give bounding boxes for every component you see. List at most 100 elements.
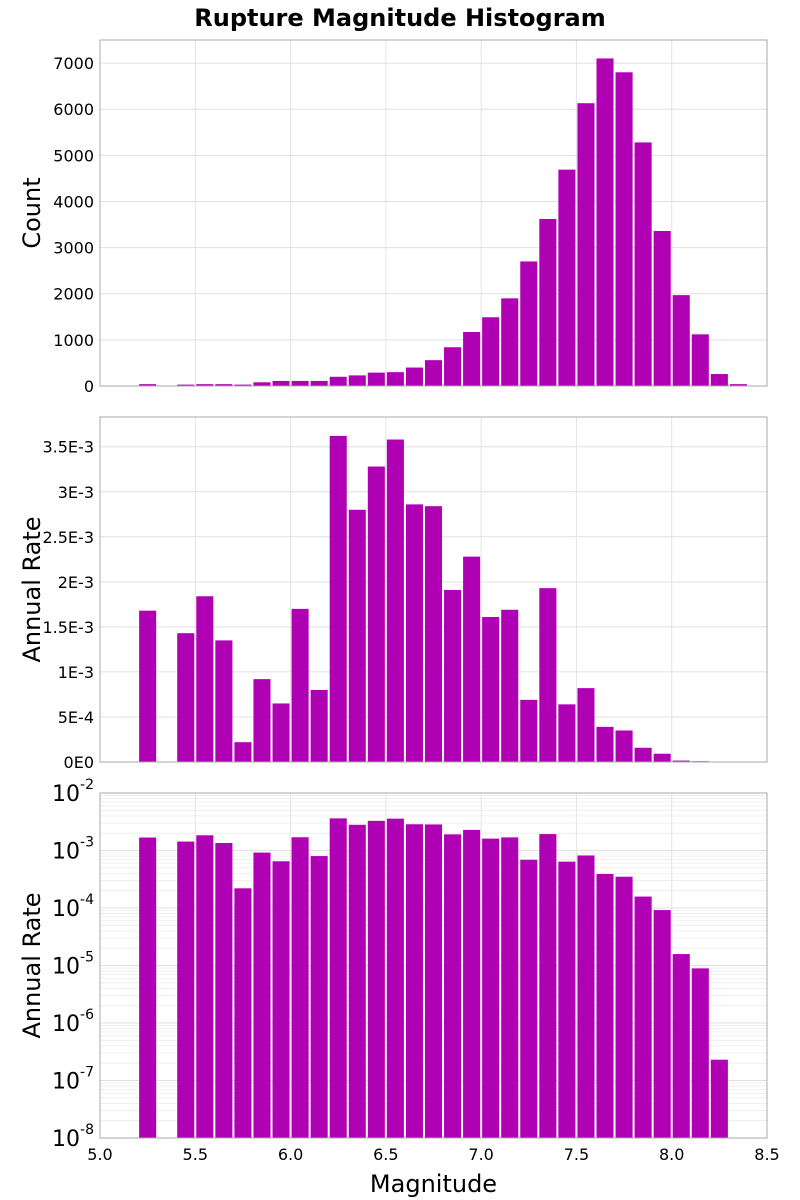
bar-rate-linear-5.55 [196, 596, 214, 762]
bar-count-6.75 [424, 360, 443, 386]
y-tick-label: 2E-3 [58, 573, 94, 592]
bar-count-8.05 [672, 295, 690, 386]
y-tick-label: 10-4 [52, 892, 94, 922]
bar-count-5.85 [253, 382, 271, 386]
bar-count-6.35 [348, 375, 366, 386]
y-tick-label: 7000 [53, 54, 94, 73]
bar-rate-log-7.35 [539, 834, 557, 1138]
y-tick-label: 0E0 [64, 753, 94, 772]
y-axis-label-count: Count [18, 177, 46, 248]
bar-rate-log-7.45 [558, 861, 576, 1138]
bar-rate-log-5.75 [234, 888, 252, 1138]
x-tick-label: 6.0 [278, 1145, 303, 1164]
x-tick-label: 6.5 [373, 1145, 398, 1164]
x-tick-label: 7.5 [564, 1145, 589, 1164]
bar-count-7.25 [520, 261, 538, 386]
bar-rate-linear-8.05 [672, 760, 690, 762]
bar-rate-linear-6.65 [405, 504, 423, 762]
bar-count-5.65 [215, 384, 233, 386]
bar-rate-linear-7.75 [615, 730, 633, 762]
bar-rate-log-5.25 [139, 837, 157, 1138]
bar-rate-linear-5.25 [139, 610, 157, 762]
y-tick-label: 10-3 [52, 835, 94, 865]
bar-rate-log-6.75 [424, 824, 443, 1138]
bar-rate-log-7.95 [653, 910, 671, 1138]
bar-rate-linear-7.55 [577, 688, 595, 762]
bar-count-6.25 [329, 376, 347, 386]
y-tick-label: 10-7 [52, 1065, 94, 1095]
bar-rate-log-6.35 [348, 824, 366, 1138]
bar-rate-log-5.45 [177, 841, 195, 1138]
bar-rate-log-6.55 [386, 818, 404, 1138]
bar-count-5.75 [234, 384, 252, 386]
bar-count-8.15 [691, 334, 709, 386]
bar-count-6.65 [405, 367, 423, 386]
bar-rate-linear-6.25 [329, 435, 347, 762]
x-tick-label: 5.0 [87, 1145, 112, 1164]
y-axis-label-rate-linear: Annual Rate [18, 516, 46, 662]
bar-rate-linear-6.45 [367, 466, 385, 762]
bar-count-8.35 [729, 384, 747, 386]
bar-rate-linear-5.45 [177, 633, 195, 762]
bar-count-6.85 [444, 347, 462, 386]
bar-rate-linear-7.35 [539, 588, 557, 762]
bar-rate-linear-6.95 [463, 556, 481, 762]
y-tick-label: 10-8 [52, 1122, 94, 1152]
bar-rate-log-7.85 [634, 896, 652, 1138]
x-axis-label: Magnitude [370, 1170, 497, 1198]
y-tick-label: 3E-3 [58, 483, 94, 502]
bar-rate-linear-6.15 [310, 689, 328, 762]
y-tick-label: 10-5 [52, 950, 94, 980]
bar-count-7.75 [615, 72, 633, 386]
bar-rate-linear-6.55 [386, 439, 404, 762]
plot-border-rate-linear [99, 416, 768, 763]
bar-rate-linear-5.75 [234, 742, 252, 762]
y-axis-label-rate-log: Annual Rate [18, 892, 46, 1038]
y-tick-label: 1E-3 [58, 663, 94, 682]
y-tick-label: 3.5E-3 [42, 438, 94, 457]
bar-rate-log-7.15 [501, 837, 519, 1138]
bar-count-5.25 [139, 384, 157, 386]
bar-rate-linear-6.85 [444, 589, 462, 762]
y-tick-label: 1.5E-3 [42, 618, 94, 637]
chart-title: Rupture Magnitude Histogram [194, 4, 606, 32]
bar-rate-log-7.25 [520, 859, 538, 1138]
bar-count-7.55 [577, 103, 595, 386]
bar-rate-log-5.85 [253, 852, 271, 1138]
bar-count-7.45 [558, 169, 576, 386]
bar-count-6.95 [463, 332, 481, 386]
bar-count-7.95 [653, 230, 671, 386]
bar-count-5.45 [177, 384, 195, 386]
y-tick-label: 10-2 [52, 777, 94, 807]
bar-rate-log-6.85 [444, 834, 462, 1138]
bar-rate-log-6.65 [405, 824, 423, 1138]
bar-rate-linear-5.65 [215, 640, 233, 762]
y-tick-label: 5000 [53, 146, 94, 165]
x-tick-label: 7.0 [468, 1145, 493, 1164]
bar-rate-linear-7.05 [482, 616, 500, 762]
bar-rate-linear-7.95 [653, 753, 671, 762]
bar-count-5.55 [196, 384, 214, 386]
y-tick-label: 1000 [53, 331, 94, 350]
y-tick-label: 4000 [53, 192, 94, 211]
x-tick-label: 8.5 [754, 1145, 779, 1164]
y-tick-label: 10-6 [52, 1007, 94, 1037]
bar-rate-log-6.05 [291, 837, 309, 1138]
y-tick-label: 2000 [53, 285, 94, 304]
bar-rate-linear-5.85 [253, 679, 271, 762]
y-tick-label: 0 [84, 377, 94, 396]
bar-count-6.15 [310, 380, 328, 386]
bar-rate-log-7.65 [596, 874, 614, 1138]
bar-rate-log-6.95 [463, 829, 481, 1138]
y-tick-label: 6000 [53, 100, 94, 119]
y-tick-label: 5E-4 [58, 708, 94, 727]
x-tick-label: 5.5 [183, 1145, 208, 1164]
bar-rate-log-7.05 [482, 838, 500, 1138]
bar-count-5.95 [272, 380, 290, 386]
bar-rate-log-5.95 [272, 861, 290, 1138]
bar-count-7.65 [596, 58, 614, 386]
bar-rate-linear-7.65 [596, 726, 614, 762]
bar-rate-log-6.15 [310, 856, 328, 1138]
bar-rate-log-8.25 [710, 1059, 728, 1138]
